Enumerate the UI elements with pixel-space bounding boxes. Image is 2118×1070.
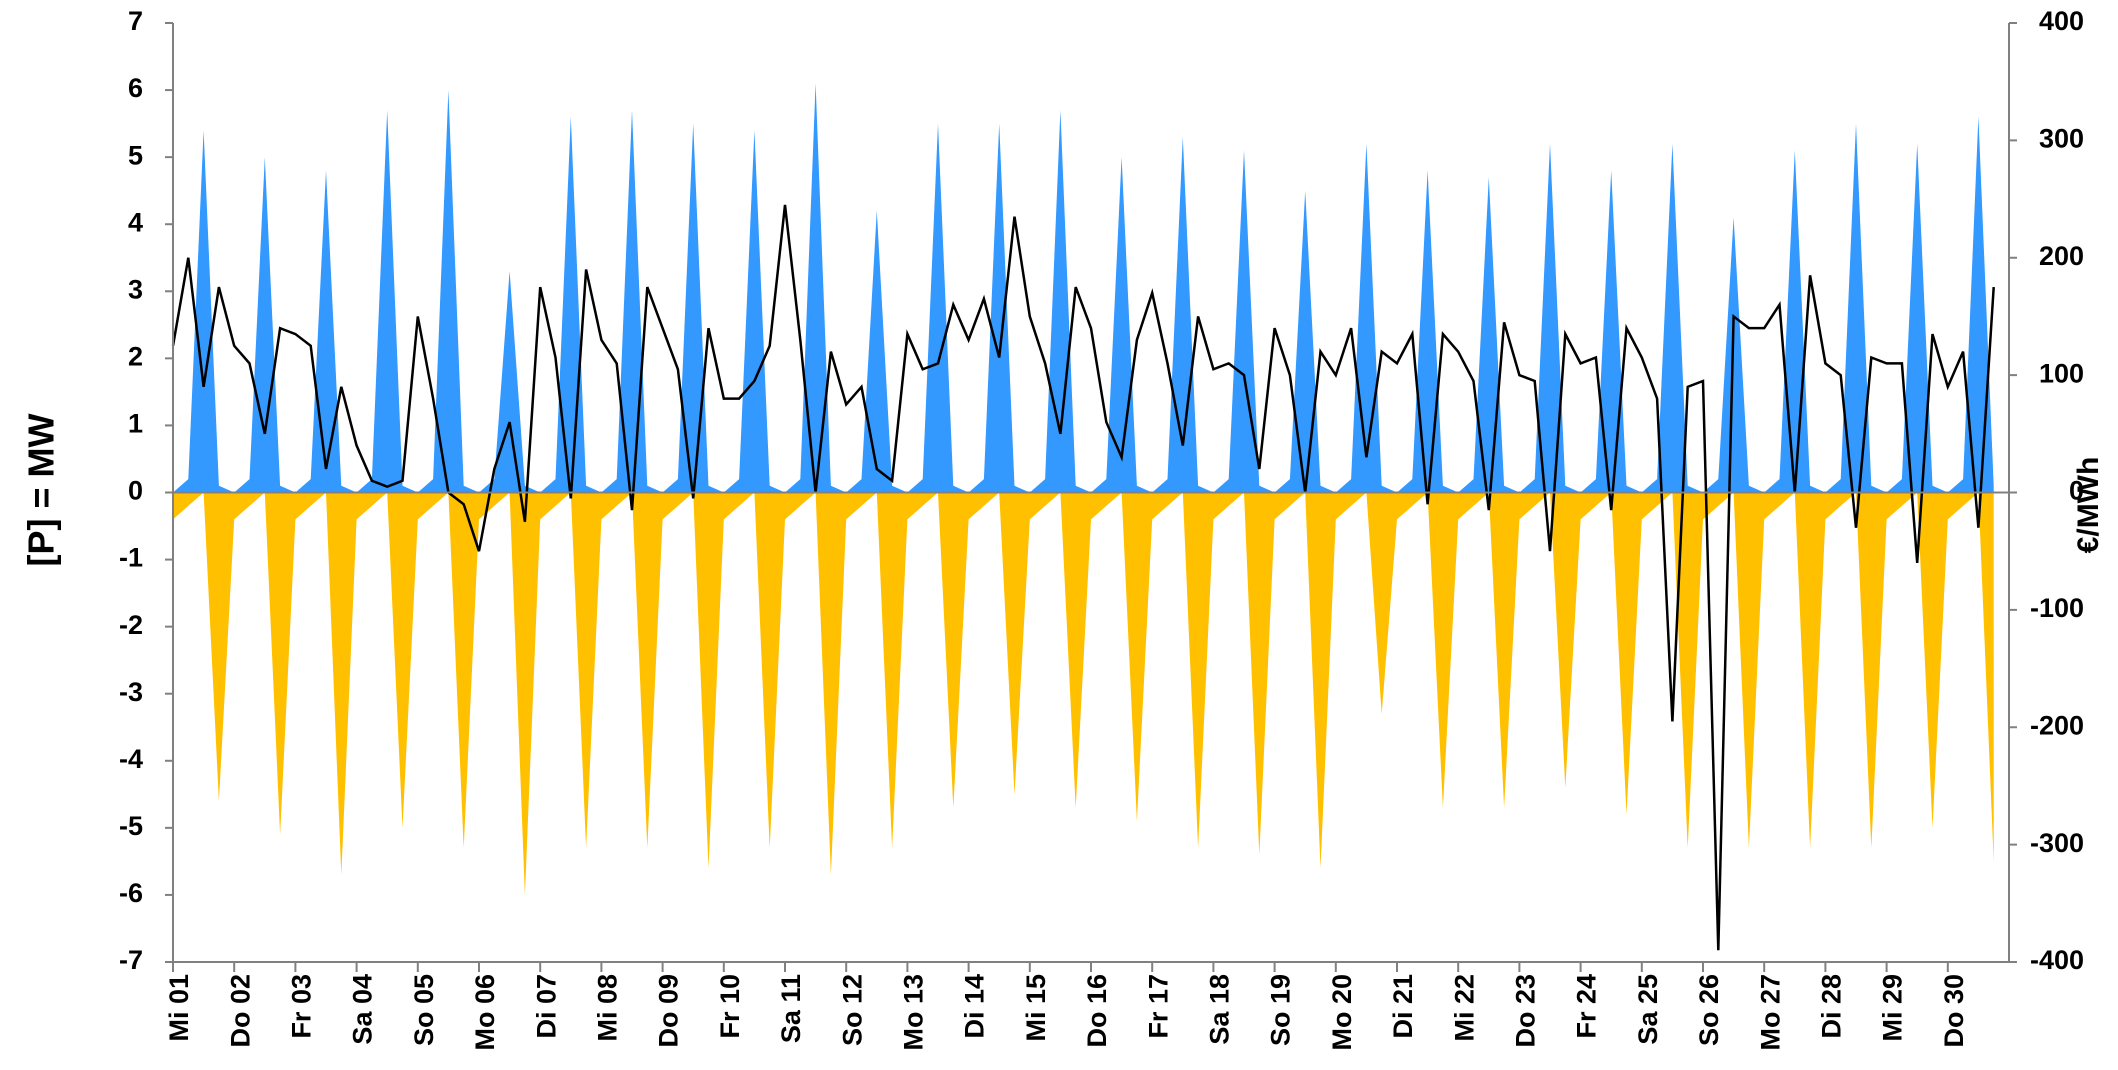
- x-tick-label: So 05: [409, 974, 439, 1046]
- y-tick-label: 0: [128, 476, 143, 506]
- y2-tick-label: 400: [2039, 6, 2084, 36]
- area: [173, 83, 1994, 493]
- x-tick-label: Fr 10: [715, 974, 745, 1039]
- y2-tick-label: -300: [2030, 828, 2084, 858]
- x-tick-label: Do 30: [1939, 974, 1969, 1048]
- x-tick-label: Mo 20: [1327, 974, 1357, 1051]
- x-tick-label: Sa 11: [776, 974, 806, 1043]
- x-tick-label: Mi 29: [1878, 974, 1908, 1042]
- x-tick-label: So 26: [1694, 974, 1724, 1046]
- y-tick-label: 2: [128, 341, 143, 371]
- y2-tick-label: 100: [2039, 358, 2084, 388]
- x-tick-label: Mi 08: [593, 974, 623, 1042]
- x-tick-label: Do 16: [1082, 974, 1112, 1048]
- y-tick-label: 1: [128, 409, 143, 439]
- line: [171, 204, 1995, 951]
- x-tick-label: Mo 27: [1755, 974, 1785, 1051]
- y-tick-label: -1: [119, 543, 143, 573]
- x-tick-label: Do 23: [1511, 974, 1541, 1048]
- y-tick-label: 4: [128, 207, 143, 237]
- y2-tick-label: -100: [2030, 593, 2084, 623]
- x-tick-label: Fr 24: [1572, 974, 1602, 1039]
- y-tick-label: -3: [119, 677, 143, 707]
- x-tick-label: Do 09: [654, 974, 684, 1048]
- x-tick-label: Mi 01: [164, 974, 194, 1042]
- y-tick-label: 3: [128, 274, 143, 304]
- x-tick-label: Fr 17: [1143, 974, 1173, 1039]
- x-tick-label: Fr 03: [287, 974, 317, 1039]
- y-tick-label: -5: [119, 811, 143, 841]
- x-tick-label: So 12: [837, 974, 867, 1046]
- y2-tick-label: -200: [2030, 710, 2084, 740]
- y-axis-title: [P] = MW: [21, 413, 62, 566]
- x-tick-label: Mo 06: [470, 974, 500, 1051]
- y-tick-label: 6: [128, 73, 143, 103]
- x-tick-label: Di 28: [1817, 974, 1847, 1039]
- x-tick-label: Di 21: [1388, 974, 1418, 1039]
- y-tick-label: -2: [119, 610, 143, 640]
- x-tick-label: Mo 13: [899, 974, 929, 1051]
- x-tick-label: Mi 22: [1449, 974, 1479, 1042]
- y-tick-label: 5: [128, 140, 143, 170]
- y2-tick-label: -400: [2030, 945, 2084, 975]
- y2-tick-label: 0: [2069, 476, 2084, 506]
- y-tick-label: -4: [119, 744, 143, 774]
- x-tick-label: Sa 18: [1205, 974, 1235, 1045]
- area: [173, 492, 1994, 895]
- x-tick-label: Sa 25: [1633, 974, 1663, 1045]
- y2-tick-label: 200: [2039, 241, 2084, 271]
- y2-tick-label: 300: [2039, 124, 2084, 154]
- x-tick-label: Di 07: [531, 974, 561, 1039]
- x-tick-label: Sa 04: [348, 974, 378, 1045]
- x-tick-label: So 19: [1266, 974, 1296, 1046]
- y-tick-label: -6: [119, 878, 143, 908]
- y-tick-label: 7: [128, 6, 143, 36]
- y2-axis-title: €/MWh: [2072, 457, 2105, 554]
- x-tick-label: Mi 15: [1021, 974, 1051, 1042]
- x-tick-label: Di 14: [960, 974, 990, 1039]
- y-tick-label: -7: [119, 945, 143, 975]
- x-tick-label: Do 02: [225, 974, 255, 1048]
